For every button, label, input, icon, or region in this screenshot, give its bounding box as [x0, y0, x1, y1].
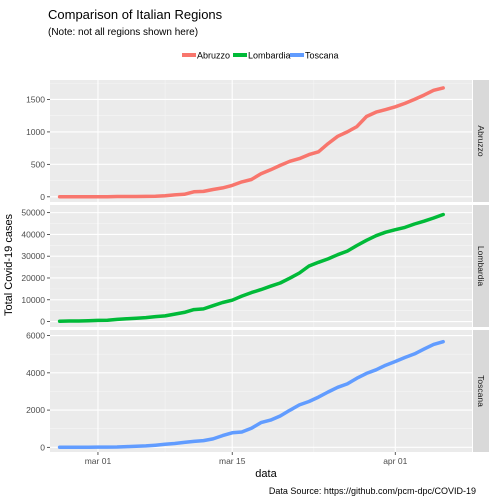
- y-tick-label: 0: [40, 317, 45, 327]
- chart-subtitle: (Note: not all regions shown here): [48, 27, 198, 38]
- x-tick-label: apr 01: [383, 456, 407, 466]
- y-tick-label: 0: [40, 442, 45, 452]
- y-tick-label: 0: [40, 192, 45, 202]
- y-tick-label: 6000: [26, 331, 45, 341]
- x-tick-label: mar 01: [85, 456, 112, 466]
- legend: Abruzzo Lombardia Toscana: [182, 51, 339, 61]
- series-line-lombardia: [57, 212, 445, 323]
- panel-background: [50, 205, 472, 327]
- x-tick-label: mar 15: [219, 456, 246, 466]
- y-tick-label: 30000: [21, 251, 45, 261]
- panel-background: [50, 330, 472, 452]
- y-tick-label: 50000: [21, 208, 45, 218]
- y-tick-label: 1500: [26, 94, 45, 104]
- facet-panels: 050010001500Abruzzo010000200003000040000…: [21, 80, 489, 452]
- facet-strip: [473, 80, 489, 202]
- y-tick-label: 500: [31, 159, 45, 169]
- panel-background: [50, 80, 472, 202]
- x-axis: mar 01 mar 15 apr 01: [85, 452, 408, 466]
- panel-abruzzo: 0 500 1000 1500 Abruzzo: [26, 80, 489, 202]
- legend-label-abruzzo: Abruzzo: [197, 51, 230, 61]
- series-line-abruzzo: [57, 86, 445, 199]
- y-tick-label: 2000: [26, 405, 45, 415]
- legend-label-lombardia: Lombardia: [248, 51, 291, 61]
- y-tick-label: 20000: [21, 273, 45, 283]
- y-tick-label: 4000: [26, 368, 45, 378]
- series-line-toscana: [57, 339, 445, 450]
- panel-lombardia: 0 10000 20000 30000 40000 50000 Lombardia: [21, 205, 489, 327]
- x-axis-label: data: [255, 468, 277, 480]
- y-tick-label: 40000: [21, 229, 45, 239]
- y-tick-label: 10000: [21, 295, 45, 305]
- facet-strip: [473, 330, 489, 452]
- facet-strip: [473, 205, 489, 327]
- data-source-caption: Data Source: https://github.com/pcm-dpc/…: [269, 486, 476, 496]
- chart-title: Comparison of Italian Regions: [48, 7, 223, 22]
- facet-strip-label-toscana: Toscana: [476, 375, 486, 407]
- legend-label-toscana: Toscana: [305, 51, 339, 61]
- facet-strip-label-abruzzo: Abruzzo: [476, 125, 486, 156]
- facet-strip-label-lombardia: Lombardia: [476, 246, 486, 286]
- y-axis-label: Total Covid-19 cases: [3, 213, 15, 316]
- y-tick-label: 1000: [26, 127, 45, 137]
- panel-toscana: 0 2000 4000 6000 Toscana: [26, 330, 489, 452]
